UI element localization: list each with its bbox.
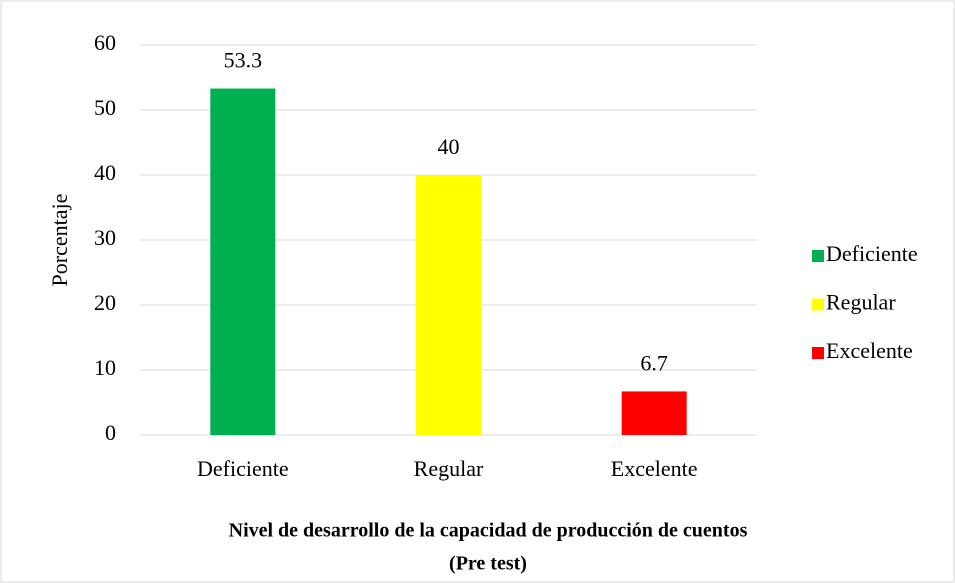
bar — [621, 391, 687, 435]
y-tick-label: 50 — [94, 95, 116, 120]
x-axis-label: (Pre test) — [449, 553, 527, 575]
legend-swatch — [812, 298, 824, 311]
legend-label: Deficiente — [826, 241, 918, 266]
data-label: 40 — [438, 134, 460, 159]
legend-swatch — [812, 347, 824, 359]
legend-label: Regular — [826, 290, 896, 315]
legend-swatch — [812, 250, 824, 262]
y-tick-label: 20 — [94, 290, 116, 315]
y-tick-label: 30 — [94, 225, 116, 250]
x-axis-label: Nivel de desarrollo de la capacidad de p… — [229, 520, 748, 542]
legend-label: Excelente — [826, 338, 913, 363]
data-label: 6.7 — [640, 350, 668, 375]
y-tick-label: 40 — [94, 160, 116, 185]
x-tick-label: Deficiente — [197, 456, 289, 481]
bar — [210, 88, 276, 436]
x-tick-label: Regular — [414, 456, 484, 481]
y-tick-label: 0 — [105, 420, 116, 445]
x-tick-label: Excelente — [611, 456, 698, 481]
bar — [416, 175, 481, 435]
y-tick-label: 10 — [94, 355, 116, 380]
data-label: 53.3 — [224, 48, 263, 73]
y-axis-label: Porcentaje — [47, 194, 72, 287]
y-tick-label: 60 — [94, 30, 116, 55]
